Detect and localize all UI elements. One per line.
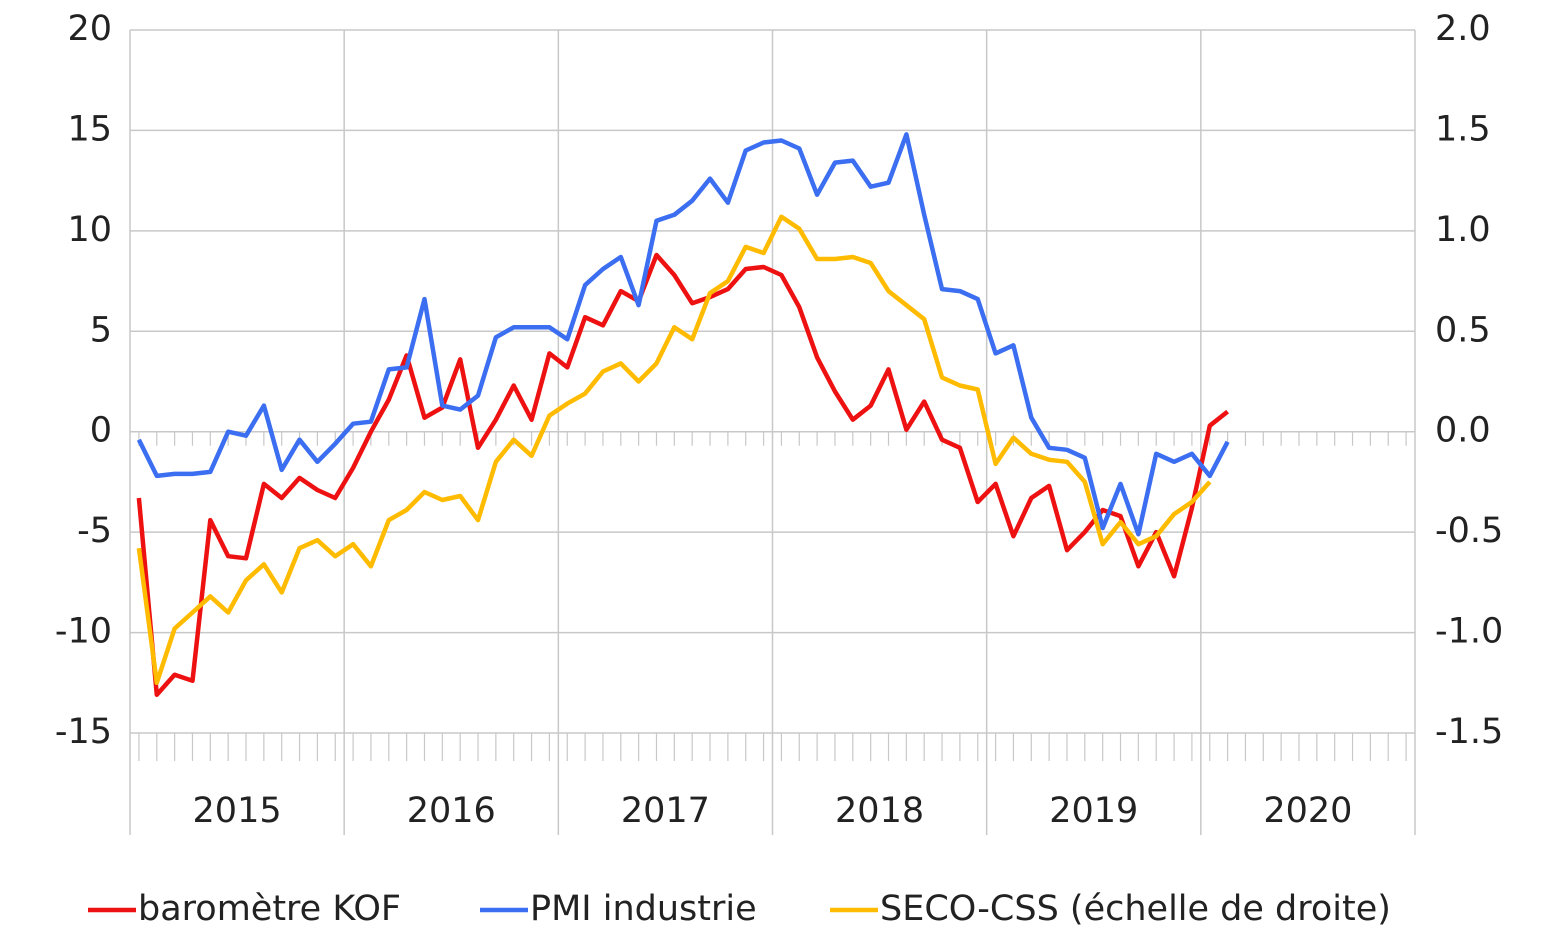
x-tick-label: 2016 — [407, 791, 496, 831]
x-tick-label: 2019 — [1049, 791, 1138, 831]
y2-tick-label: 0.5 — [1435, 310, 1491, 350]
y-tick-label: -5 — [77, 511, 112, 551]
y2-tick-label: -0.5 — [1435, 511, 1503, 551]
y-tick-label: 15 — [67, 109, 112, 149]
series-line — [136, 252, 1229, 698]
y2-tick-label: 2.0 — [1435, 9, 1491, 49]
legend-label: PMI industrie — [530, 889, 757, 929]
y-tick-label: 5 — [90, 310, 112, 350]
x-tick-label: 2015 — [193, 791, 282, 831]
y2-tick-label: 0.0 — [1435, 411, 1491, 451]
y2-tick-label: -1.5 — [1435, 712, 1503, 752]
y-tick-label: -10 — [55, 612, 112, 652]
series-line — [136, 214, 1212, 686]
x-tick-label: 2018 — [835, 791, 924, 831]
x-tick-label: 2017 — [621, 791, 710, 831]
series-line — [136, 132, 1230, 537]
legend-label: SECO-CSS (échelle de droite) — [880, 889, 1391, 929]
y-tick-label: 10 — [67, 210, 112, 250]
y2-tick-label: 1.0 — [1435, 210, 1491, 250]
y2-tick-label: -1.0 — [1435, 612, 1503, 652]
y-tick-label: 0 — [90, 411, 112, 451]
y-tick-label: 20 — [67, 9, 112, 49]
legend-label: baromètre KOF — [138, 889, 401, 929]
y-tick-label: -15 — [55, 712, 112, 752]
y2-tick-label: 1.5 — [1435, 109, 1491, 149]
x-tick-label: 2020 — [1263, 791, 1352, 831]
